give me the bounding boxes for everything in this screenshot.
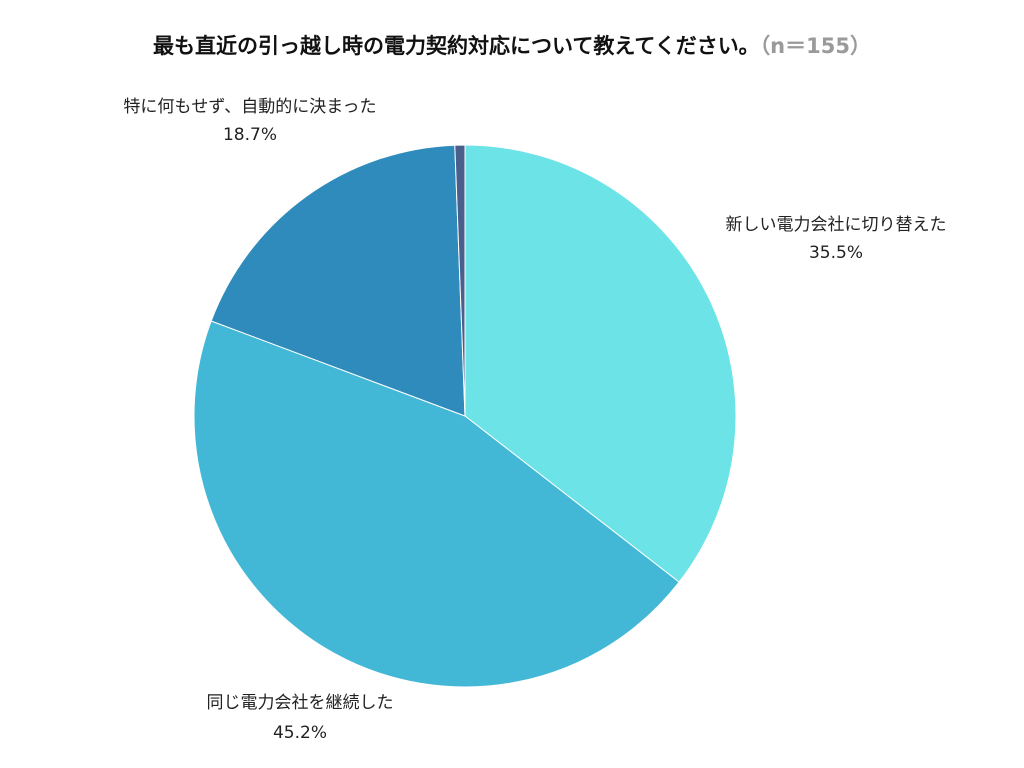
chart-title-main: 最も直近の引っ越し時の電力契約対応について教えてください。 [153, 34, 760, 58]
slice-label-1: 同じ電力会社を継続した [207, 693, 394, 713]
slice-value-1: 45.2% [273, 723, 327, 743]
pie-slice-3 [454, 144, 466, 417]
sample-size: （n＝155） [759, 34, 871, 58]
pie-slice-2 [210, 144, 466, 417]
pie-slices [193, 144, 737, 688]
slice-value-0: 35.5% [809, 243, 863, 263]
slice-value-2: 18.7% [223, 125, 277, 145]
slice-label-2: 特に何もせず、自動的に決まった [123, 97, 376, 117]
pie-slice-1 [193, 320, 680, 688]
pie-labels: 新しい電力会社に切り替えた 35.5% 同じ電力会社を継続した 45.2% 特に何もせず… [123, 97, 946, 743]
slice-label-0: 新しい電力会社に切り替えた [726, 215, 947, 235]
pie-slice-0 [464, 144, 737, 583]
chart-title: 最も直近の引っ越し時の電力契約対応について教えてください。（n＝155） [0, 30, 1024, 60]
